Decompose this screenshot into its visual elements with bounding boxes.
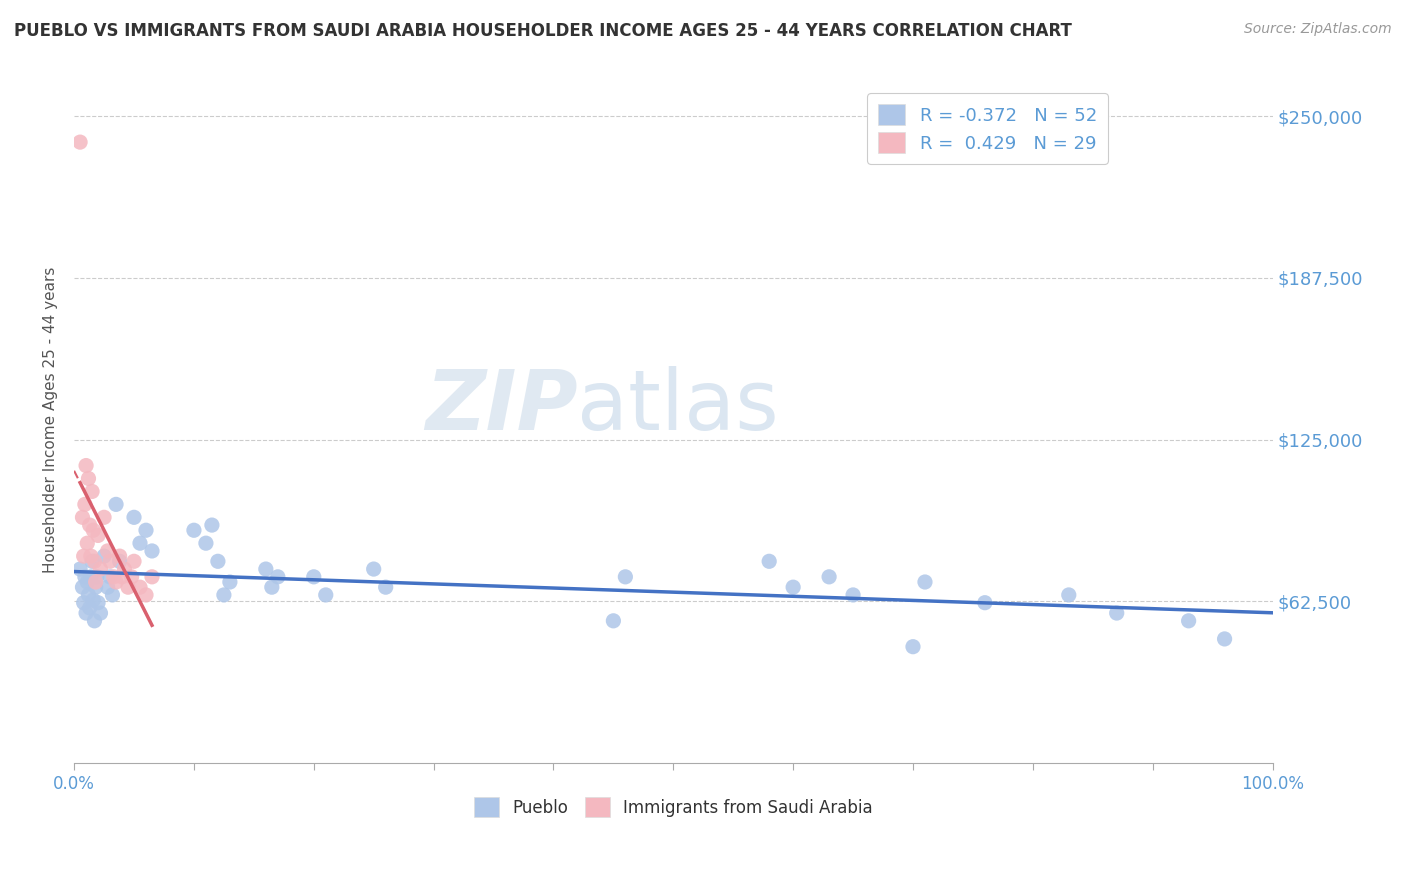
Legend: Pueblo, Immigrants from Saudi Arabia: Pueblo, Immigrants from Saudi Arabia xyxy=(467,791,879,823)
Point xyxy=(101,588,124,602)
Point xyxy=(254,562,277,576)
Point xyxy=(98,570,121,584)
Point xyxy=(315,588,337,602)
Point xyxy=(141,570,163,584)
Y-axis label: Householder Income Ages 25 - 44 years: Householder Income Ages 25 - 44 years xyxy=(44,267,58,574)
Point xyxy=(75,606,97,620)
Point xyxy=(93,510,115,524)
Point xyxy=(87,528,110,542)
Point xyxy=(914,574,936,589)
Point xyxy=(83,554,105,568)
Point xyxy=(818,570,841,584)
Point xyxy=(93,549,115,563)
Point xyxy=(901,640,924,654)
Point xyxy=(1057,588,1080,602)
Text: Source: ZipAtlas.com: Source: ZipAtlas.com xyxy=(1244,22,1392,37)
Point xyxy=(973,596,995,610)
Point xyxy=(117,580,139,594)
Point xyxy=(135,523,157,537)
Text: atlas: atlas xyxy=(578,366,779,447)
Point xyxy=(82,523,104,537)
Point xyxy=(207,554,229,568)
Point xyxy=(267,570,290,584)
Point xyxy=(73,570,96,584)
Point xyxy=(73,497,96,511)
Point xyxy=(76,536,98,550)
Point xyxy=(212,588,235,602)
Point xyxy=(79,600,101,615)
Point xyxy=(108,554,131,568)
Point xyxy=(302,570,325,584)
Point xyxy=(602,614,624,628)
Text: ZIP: ZIP xyxy=(425,366,578,447)
Point xyxy=(84,580,107,594)
Point xyxy=(80,554,103,568)
Point xyxy=(122,510,145,524)
Point xyxy=(80,549,103,563)
Point xyxy=(1105,606,1128,620)
Point xyxy=(141,544,163,558)
Point xyxy=(76,574,98,589)
Point xyxy=(97,544,120,558)
Point xyxy=(201,518,224,533)
Point xyxy=(82,593,104,607)
Point xyxy=(98,554,121,568)
Point xyxy=(84,574,107,589)
Point xyxy=(260,580,283,594)
Point xyxy=(374,580,396,594)
Point xyxy=(363,562,385,576)
Point xyxy=(614,570,637,584)
Point xyxy=(782,580,804,594)
Point xyxy=(108,549,131,563)
Point xyxy=(121,570,143,584)
Point xyxy=(77,471,100,485)
Point xyxy=(69,562,91,576)
Point xyxy=(80,570,103,584)
Point xyxy=(219,574,242,589)
Point xyxy=(183,523,205,537)
Point xyxy=(103,570,125,584)
Point xyxy=(73,596,96,610)
Point xyxy=(112,562,135,576)
Point xyxy=(111,570,134,584)
Point xyxy=(72,580,94,594)
Point xyxy=(105,574,128,589)
Point xyxy=(129,580,152,594)
Point xyxy=(86,570,108,584)
Point xyxy=(129,536,152,550)
Point xyxy=(89,562,111,576)
Point xyxy=(194,536,217,550)
Point xyxy=(87,596,110,610)
Point xyxy=(122,554,145,568)
Text: PUEBLO VS IMMIGRANTS FROM SAUDI ARABIA HOUSEHOLDER INCOME AGES 25 - 44 YEARS COR: PUEBLO VS IMMIGRANTS FROM SAUDI ARABIA H… xyxy=(14,22,1071,40)
Point xyxy=(842,588,865,602)
Point xyxy=(1177,614,1199,628)
Point xyxy=(1213,632,1236,646)
Point xyxy=(69,135,91,149)
Point xyxy=(73,549,96,563)
Point xyxy=(77,588,100,602)
Point xyxy=(89,606,111,620)
Point xyxy=(83,614,105,628)
Point xyxy=(79,518,101,533)
Point xyxy=(72,510,94,524)
Point xyxy=(97,580,120,594)
Point xyxy=(80,484,103,499)
Point xyxy=(105,497,128,511)
Point xyxy=(758,554,780,568)
Point xyxy=(75,458,97,473)
Point xyxy=(135,588,157,602)
